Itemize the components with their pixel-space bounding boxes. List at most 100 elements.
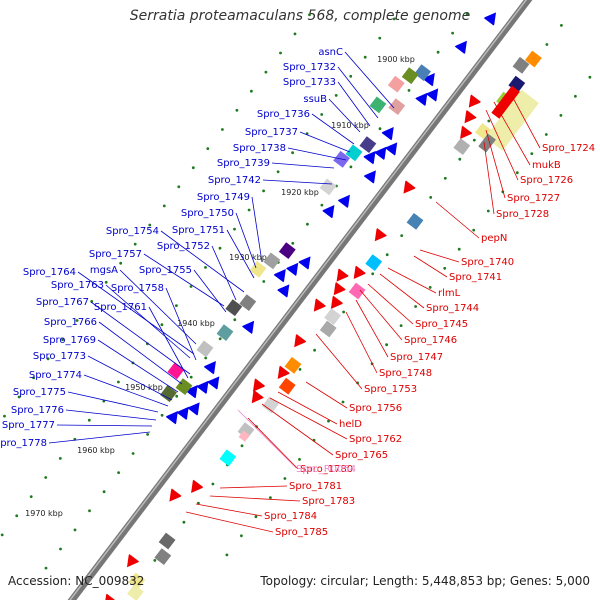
reverse-gene-label: Spro_1756 (349, 403, 402, 414)
track-dot (247, 208, 251, 212)
track-dot (414, 305, 417, 308)
forward-gene-label: Spro_1749 (197, 192, 250, 203)
forward-gene-leader (97, 339, 179, 393)
forward-gene-label: Spro_1776 (11, 405, 64, 416)
forward-gene-leader (211, 245, 237, 301)
reverse-gene-label: Spro_1753 (364, 384, 417, 395)
track-dot (399, 324, 403, 327)
forward-gene-leader (65, 409, 157, 421)
track-dot (320, 203, 324, 207)
forward-gene-arrow (277, 284, 290, 298)
track-dot (283, 477, 287, 480)
track-dot (530, 152, 534, 156)
reverse-gene-arrow (169, 488, 182, 502)
reverse-gene-block (126, 584, 144, 600)
reverse-gene-leader (413, 255, 448, 278)
track-dot (429, 196, 433, 199)
reverse-gene-label: Spro_1748 (379, 368, 432, 379)
reverse-gene-block (453, 138, 471, 156)
forward-gene-label: Spro_1758 (111, 283, 164, 294)
reverse-gene-arrow (330, 295, 343, 309)
track-dot (560, 24, 563, 27)
reverse-gene-leader (483, 141, 495, 215)
track-dot (262, 189, 265, 193)
forward-gene-block (345, 144, 363, 162)
track-dot (59, 547, 62, 551)
forward-gene-label: Spro_1764 (23, 267, 76, 278)
track-dot (197, 501, 200, 505)
forward-gene-label: Spro_1777 (2, 420, 55, 431)
track-dot (225, 553, 229, 557)
forward-gene-block (263, 252, 281, 270)
reverse-gene-label: Spro_1785 (275, 527, 328, 538)
track-dot (162, 204, 166, 208)
forward-gene-label: Spro_1739 (217, 158, 270, 169)
track-dot (385, 343, 388, 347)
track-dot (204, 266, 207, 269)
track-dot (233, 318, 237, 322)
track-dot (588, 75, 592, 79)
track-dot (371, 272, 375, 276)
reverse-gene-block (324, 308, 342, 326)
forward-gene-block (249, 260, 267, 278)
forward-gene-arrow (185, 385, 198, 399)
track-dot (133, 242, 137, 246)
forward-gene-label: Spro_1742 (208, 175, 261, 186)
reverse-gene-arrow (468, 94, 481, 108)
track-dot (465, 12, 469, 16)
forward-gene-label: Spro_1736 (257, 109, 310, 120)
track-dot (211, 482, 215, 486)
forward-gene-arrow (187, 402, 200, 416)
track-dot (451, 31, 454, 35)
track-dot (334, 94, 338, 97)
forward-gene-block (239, 294, 257, 312)
reverse-gene-arrow (336, 268, 349, 282)
track-dot (218, 337, 222, 341)
track-dot (182, 520, 186, 524)
reverse-gene-block (278, 377, 296, 395)
track-dot (61, 338, 64, 341)
scale-label: 1940 kbp (177, 319, 215, 328)
track-dot (189, 285, 193, 288)
track-dot (559, 114, 563, 117)
track-dot (293, 32, 297, 36)
track-dot (102, 490, 106, 494)
track-dot (341, 400, 345, 404)
forward-gene-arrow (374, 146, 387, 160)
forward-gene-leader (77, 271, 195, 355)
reverse-gene-label: Spro_1727 (507, 193, 560, 204)
track-dot (443, 266, 447, 270)
reverse-gene-block (478, 133, 496, 153)
track-dot (160, 323, 164, 327)
track-dot (148, 223, 152, 227)
map-title: Serratia proteamaculans 568, complete ge… (129, 8, 471, 24)
mukB-gene-block (485, 89, 539, 151)
forward-gene-label: Spro_1737 (245, 127, 298, 138)
reverse-gene-leader (367, 283, 414, 325)
forward-gene-block (388, 98, 406, 116)
track-dot (428, 286, 432, 289)
reverse-gene-arrow (333, 282, 346, 296)
track-dot (46, 357, 50, 361)
track-dot (88, 509, 91, 513)
forward-gene-leader (83, 374, 169, 407)
forward-gene-arrow (203, 361, 216, 375)
reverse-gene-block (262, 396, 279, 414)
reverse-gene-leader (359, 289, 403, 341)
reverse-gene-label: Spro_1744 (426, 303, 479, 314)
track-dot (0, 533, 4, 537)
track-dot (443, 176, 447, 180)
forward-gene-leader (193, 269, 227, 313)
reverse-gene-label: pepN (481, 233, 507, 244)
reverse-gene-arrow (374, 228, 387, 242)
forward-gene-arrow (415, 92, 428, 106)
reverse-gene-block (512, 56, 530, 74)
forward-gene-leader (235, 212, 257, 269)
rna-gene-block (238, 430, 250, 442)
reverse-gene-leader (435, 201, 480, 239)
forward-gene-label: Spro_1732 (283, 62, 336, 73)
track-dot (545, 43, 549, 46)
forward-gene-arrow (207, 376, 220, 390)
track-dot (298, 458, 301, 461)
track-dot (17, 395, 21, 399)
